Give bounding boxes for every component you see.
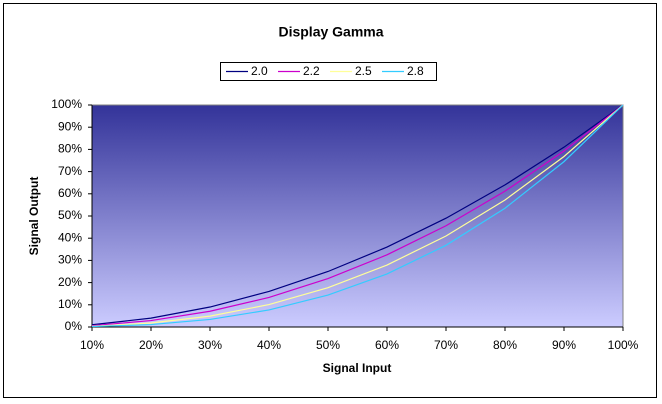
x-tick-label: 60% [375, 338, 399, 352]
y-tick-label: 50% [58, 208, 82, 222]
x-tick-label: 40% [257, 338, 281, 352]
y-tick-label: 20% [58, 275, 82, 289]
x-tick-label: 70% [434, 338, 458, 352]
x-tick-label: 50% [316, 338, 340, 352]
x-tick-label: 30% [198, 338, 222, 352]
series-line [91, 104, 624, 327]
y-tick-label: 40% [58, 230, 82, 244]
series-line [91, 104, 624, 327]
x-tick-label: 90% [552, 338, 576, 352]
series-line [91, 104, 624, 328]
series-line [91, 104, 624, 326]
x-axis-label: Signal Input [323, 361, 392, 375]
y-tick-label: 90% [58, 119, 82, 133]
legend-label: 2.5 [355, 64, 372, 78]
plot-area [91, 104, 624, 328]
y-tick-label: 30% [58, 253, 82, 267]
legend-label: 2.0 [251, 64, 268, 78]
y-axis-label: Signal Output [27, 177, 41, 256]
x-tick-label: 20% [139, 338, 163, 352]
y-tick-label: 70% [58, 164, 82, 178]
legend-label: 2.2 [303, 64, 320, 78]
x-tick-label: 100% [608, 338, 639, 352]
y-tick-label: 60% [58, 186, 82, 200]
y-tick-label: 100% [51, 97, 82, 111]
y-tick-label: 0% [65, 319, 83, 333]
legend-box [220, 62, 437, 81]
y-tick-label: 80% [58, 142, 82, 156]
y-tick-label: 10% [58, 297, 82, 311]
legend-label: 2.8 [407, 64, 424, 78]
x-tick-label: 10% [80, 338, 104, 352]
x-tick-label: 80% [493, 338, 517, 352]
chart-title: Display Gamma [278, 24, 383, 40]
